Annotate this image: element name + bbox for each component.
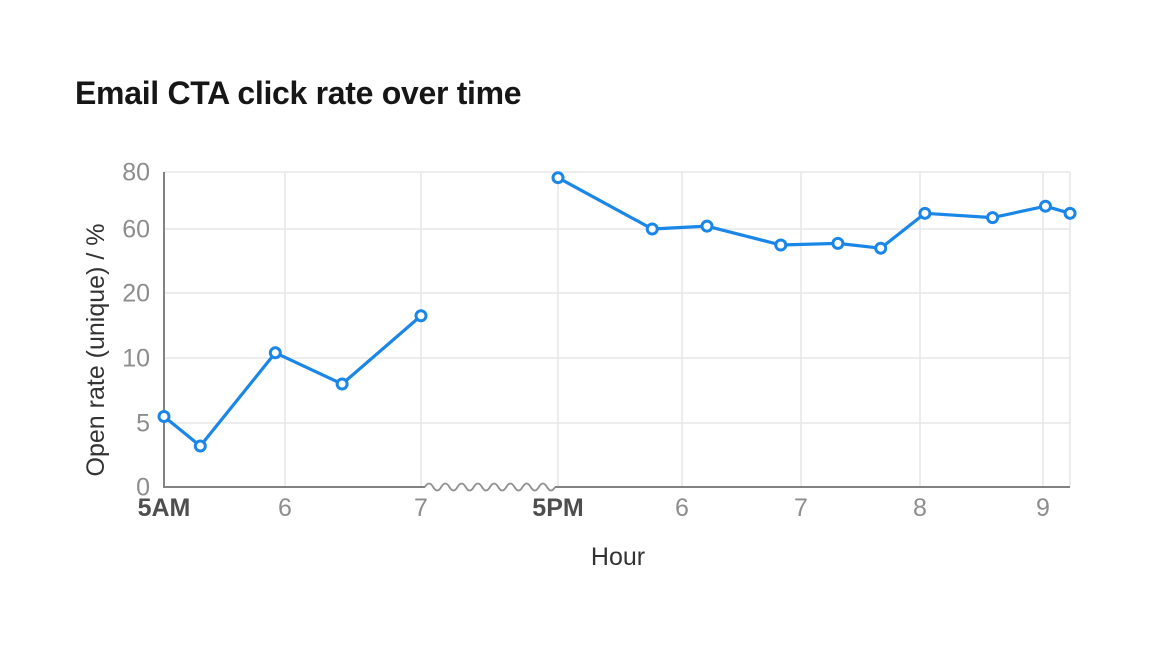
x-tick-label: 5AM — [138, 494, 191, 522]
x-tick-label: 8 — [913, 494, 927, 522]
data-point[interactable] — [831, 236, 845, 250]
data-point[interactable] — [1038, 199, 1052, 213]
x-tick-label: 6 — [278, 494, 292, 522]
data-point[interactable] — [1063, 206, 1077, 220]
data-point[interactable] — [874, 241, 888, 255]
data-point[interactable] — [414, 309, 428, 323]
gridlines — [164, 171, 1071, 487]
data-point[interactable] — [268, 346, 282, 360]
y-axis-title: Open rate (unique) / % — [82, 224, 110, 477]
x-tick-label: 6 — [675, 494, 689, 522]
data-point[interactable] — [335, 377, 349, 391]
y-tick-label: 80 — [122, 159, 150, 187]
data-point[interactable] — [986, 211, 1000, 225]
x-tick-labels: 5AM 6 7 5PM 6 7 8 9 — [138, 494, 1050, 522]
y-tick-label: 5 — [136, 410, 150, 438]
data-point[interactable] — [774, 238, 788, 252]
y-tick-label: 60 — [122, 216, 150, 244]
data-point[interactable] — [193, 439, 207, 453]
y-tick-label: 0 — [136, 474, 150, 502]
x-tick-label: 7 — [794, 494, 808, 522]
series-line-am — [162, 314, 423, 448]
axis-lines — [163, 172, 1070, 488]
series-line-pm — [556, 176, 1072, 250]
data-point[interactable] — [700, 219, 714, 233]
y-tick-labels: 0 5 10 20 60 80 — [122, 159, 150, 502]
data-point[interactable] — [551, 171, 565, 185]
x-axis-title: Hour — [591, 543, 645, 571]
axis-break-squiggle-icon — [424, 482, 556, 492]
x-tick-label: 9 — [1036, 494, 1050, 522]
data-point[interactable] — [157, 410, 171, 423]
data-point[interactable] — [645, 222, 659, 236]
chart-title: Email CTA click rate over time — [75, 75, 522, 111]
x-tick-label: 7 — [414, 494, 428, 522]
data-point[interactable] — [918, 206, 932, 220]
y-tick-label: 10 — [122, 345, 150, 373]
y-tick-label: 20 — [122, 280, 150, 308]
x-tick-label: 5PM — [532, 494, 583, 522]
